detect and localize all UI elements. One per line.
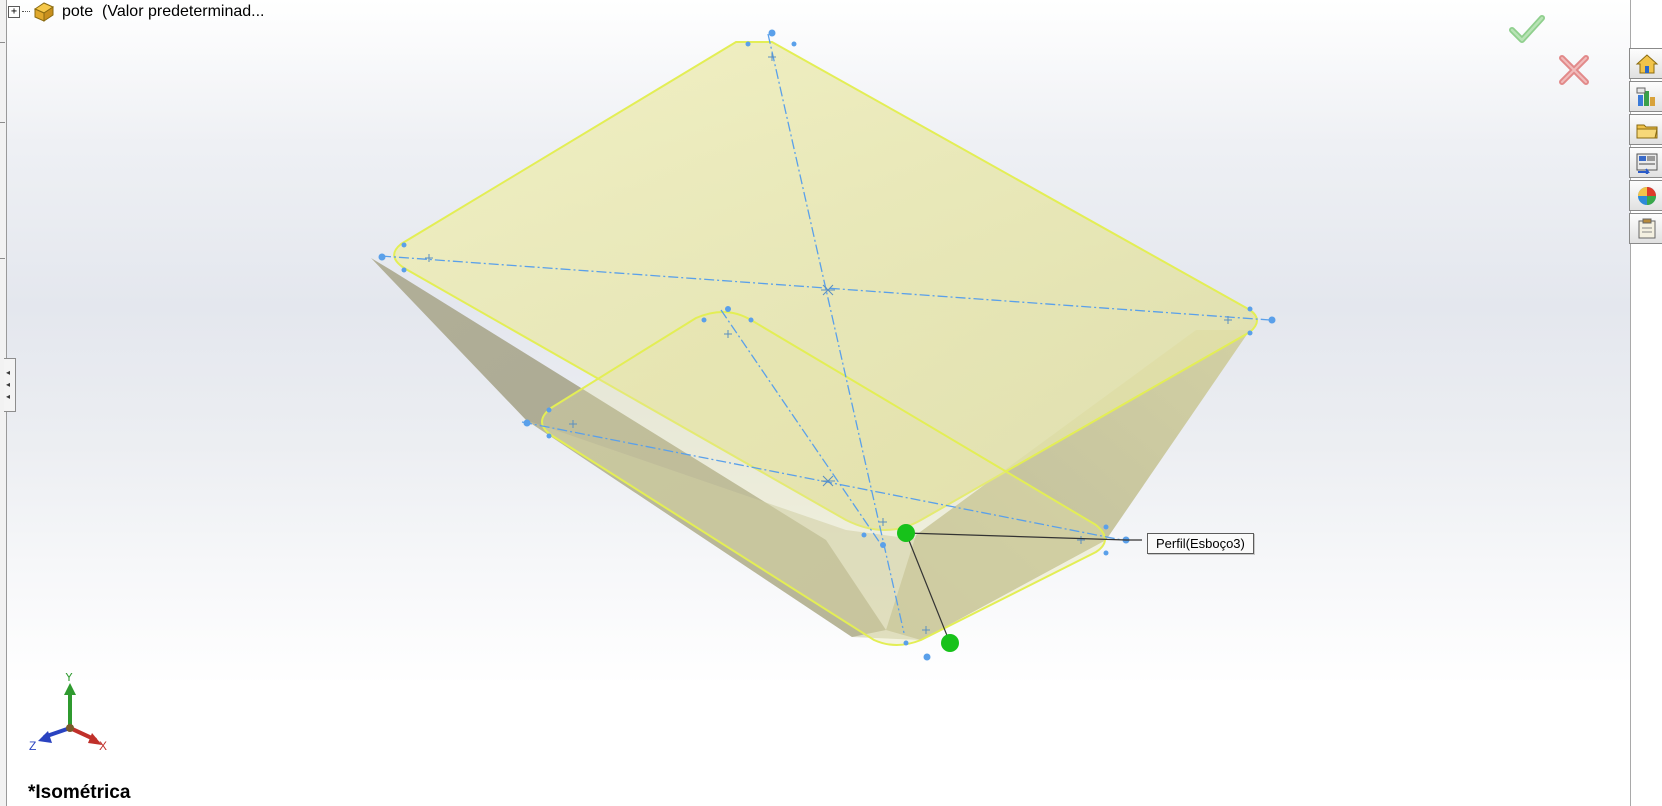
- task-pane-tab-home[interactable]: [1629, 48, 1662, 79]
- file-explorer-icon: [1636, 153, 1658, 174]
- task-pane-tabs: [1629, 48, 1662, 246]
- task-pane-tab-custom-properties[interactable]: [1629, 213, 1662, 244]
- home-icon: [1635, 54, 1659, 74]
- task-pane-tab-resources[interactable]: [1629, 81, 1662, 112]
- feature-tree-root[interactable]: + pote (Valor predeterminad...: [8, 0, 264, 24]
- feature-manager-collapse-handle[interactable]: ◂ ◂ ◂: [4, 358, 16, 412]
- tree-connector: [22, 11, 30, 13]
- task-pane-tab-appearances[interactable]: [1629, 180, 1662, 211]
- triad-z-label: Z: [29, 739, 36, 753]
- close-icon: [1559, 55, 1589, 85]
- tree-expand-toggle[interactable]: +: [8, 6, 20, 18]
- task-pane-tab-design-library[interactable]: [1629, 114, 1662, 145]
- triad-y-label: Y: [65, 673, 73, 684]
- front-side-face[interactable]: [526, 420, 1106, 640]
- appearances-icon: [1638, 187, 1656, 205]
- loft-connector: [905, 532, 1142, 644]
- loft-connector-handle-bottom[interactable]: [941, 634, 959, 652]
- view-orientation-label: *Isométrica: [28, 782, 131, 803]
- task-pane-tab-file-explorer[interactable]: [1629, 147, 1662, 178]
- resources-icon: [1636, 87, 1655, 106]
- custom-properties-icon: [1638, 218, 1656, 239]
- loft-model[interactable]: [6, 0, 1630, 806]
- ok-button[interactable]: [1506, 8, 1548, 50]
- graphics-area[interactable]: Perfil(Esboço3) Y Z X *Isométrica: [6, 0, 1630, 806]
- design-library-icon: [1636, 124, 1658, 139]
- part-icon: [33, 2, 55, 22]
- reference-triad: Y Z X: [29, 673, 107, 753]
- loft-connector-handle-top[interactable]: [897, 524, 915, 542]
- part-name-label: pote (Valor predeterminad...: [62, 3, 265, 20]
- sketch-center-marks: [425, 53, 1232, 634]
- profile-callout[interactable]: Perfil(Esboço3): [1147, 533, 1254, 554]
- check-icon: [1509, 15, 1545, 43]
- cancel-button[interactable]: [1554, 50, 1594, 90]
- triad-x-label: X: [99, 739, 107, 753]
- sketch-points[interactable]: [378, 29, 1276, 661]
